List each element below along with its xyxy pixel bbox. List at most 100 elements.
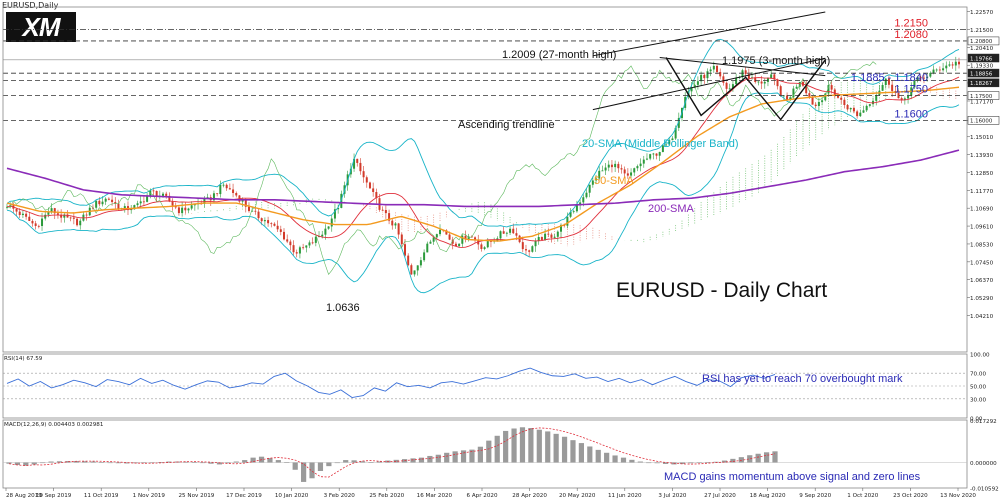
annotation-low: 1.0636 xyxy=(326,302,360,314)
x-tick-label: 19 Sep 2019 xyxy=(36,493,72,499)
candle-body xyxy=(305,245,308,248)
macd-histogram-bar xyxy=(620,457,627,463)
candle-body xyxy=(852,107,855,112)
macd-histogram-bar xyxy=(157,462,164,463)
candle-body xyxy=(582,197,585,203)
candle-body xyxy=(98,200,101,205)
price-marker-box xyxy=(967,36,1000,46)
candle-body xyxy=(413,270,416,275)
price-tick-label: 1.20410 xyxy=(970,46,994,52)
candle-body xyxy=(817,101,820,107)
candle-body xyxy=(617,163,620,169)
candle-body xyxy=(620,168,623,170)
xm-logo: XM xyxy=(6,12,76,42)
macd-histogram-bar xyxy=(460,450,467,463)
candle-body xyxy=(550,234,553,238)
price-marker-box xyxy=(967,68,1000,78)
x-tick-label: 3 Jul 2020 xyxy=(658,493,687,499)
candle-body xyxy=(318,236,321,238)
macd-histogram-bar xyxy=(301,462,307,482)
candle-body xyxy=(50,208,53,213)
candle-body xyxy=(407,255,410,266)
x-tick-label: 28 Apr 2020 xyxy=(512,493,547,499)
sma50-line xyxy=(6,86,960,242)
candle-body xyxy=(18,211,21,216)
price-marker-box xyxy=(967,116,1000,125)
macd-histogram-bar xyxy=(494,435,500,463)
candle-body xyxy=(735,78,738,85)
macd-histogram-bar xyxy=(40,462,46,464)
candle-body xyxy=(432,237,435,242)
candle-body xyxy=(668,140,671,145)
candle-body xyxy=(843,99,846,106)
rsi-tick-label: 30.00 xyxy=(970,397,986,403)
symbol-label: EURUSD,Daily xyxy=(2,1,59,10)
macd-histogram-bar xyxy=(351,460,357,463)
candle-body xyxy=(913,80,916,88)
candle-body xyxy=(359,162,362,172)
rsi-tick-label: 100.00 xyxy=(970,353,990,359)
lagging-span-line xyxy=(6,61,877,276)
macd-histogram-bar xyxy=(31,462,37,465)
candle-body xyxy=(311,242,314,244)
candle-body xyxy=(887,78,890,85)
x-tick-label: 17 Dec 2019 xyxy=(226,493,262,499)
macd-histogram-bar xyxy=(334,462,340,464)
candle-body xyxy=(489,241,492,242)
candle-body xyxy=(591,180,594,185)
candle-body xyxy=(95,200,98,208)
candle-body xyxy=(56,213,59,215)
rsi-tick-label: 70.00 xyxy=(970,372,986,378)
candle-body xyxy=(499,231,502,239)
macd-histogram-bar xyxy=(570,440,576,463)
candle-body xyxy=(155,190,158,197)
candle-body xyxy=(505,232,508,234)
candle-body xyxy=(623,169,626,174)
macd-histogram-bar xyxy=(503,430,509,463)
macd-histogram-bar xyxy=(730,458,736,463)
candle-body xyxy=(391,220,394,226)
ascending-trendline xyxy=(592,57,826,111)
macd-histogram-bar xyxy=(418,457,425,463)
level-label: 1.2150 xyxy=(894,17,928,29)
candle-body xyxy=(483,247,486,249)
candle-body xyxy=(362,171,365,178)
macd-panel-frame xyxy=(2,419,968,489)
candle-body xyxy=(216,193,219,195)
macd-title: MACD(12,26,9) 0.004403 0.002981 xyxy=(4,422,104,428)
candle-body xyxy=(509,228,512,233)
candle-body xyxy=(464,235,467,240)
candle-body xyxy=(247,206,250,212)
candle-body xyxy=(63,214,66,218)
candle-body xyxy=(308,242,311,246)
candle-body xyxy=(184,207,187,211)
candle-body xyxy=(251,210,254,212)
candle-body xyxy=(754,77,757,83)
candle-body xyxy=(849,107,852,110)
candle-body xyxy=(954,61,957,66)
candle-body xyxy=(177,207,180,214)
candle-body xyxy=(451,239,454,244)
price-tick-label: 1.07450 xyxy=(970,260,994,266)
candle-body xyxy=(111,199,114,203)
candle-body xyxy=(244,200,247,207)
candle-body xyxy=(598,170,601,179)
price-marker-label: 1.20800 xyxy=(970,39,993,45)
candle-body xyxy=(235,193,238,196)
macd-histogram-bar xyxy=(14,462,21,465)
macd-histogram-bar xyxy=(107,462,113,464)
macd-histogram-bar xyxy=(124,462,130,464)
candle-body xyxy=(948,64,951,66)
candle-body xyxy=(951,64,954,66)
macd-histogram-bar xyxy=(73,461,79,463)
macd-histogram-bar xyxy=(183,461,189,463)
candle-body xyxy=(219,184,222,195)
candle-body xyxy=(859,112,862,117)
candle-body xyxy=(706,71,709,79)
candle-body xyxy=(477,240,480,245)
price-marker-label: 1.17500 xyxy=(970,94,993,100)
macd-histogram-bar xyxy=(6,462,12,464)
candle-body xyxy=(575,205,578,212)
candle-body xyxy=(566,216,569,226)
macd-histogram-bar xyxy=(250,457,256,463)
